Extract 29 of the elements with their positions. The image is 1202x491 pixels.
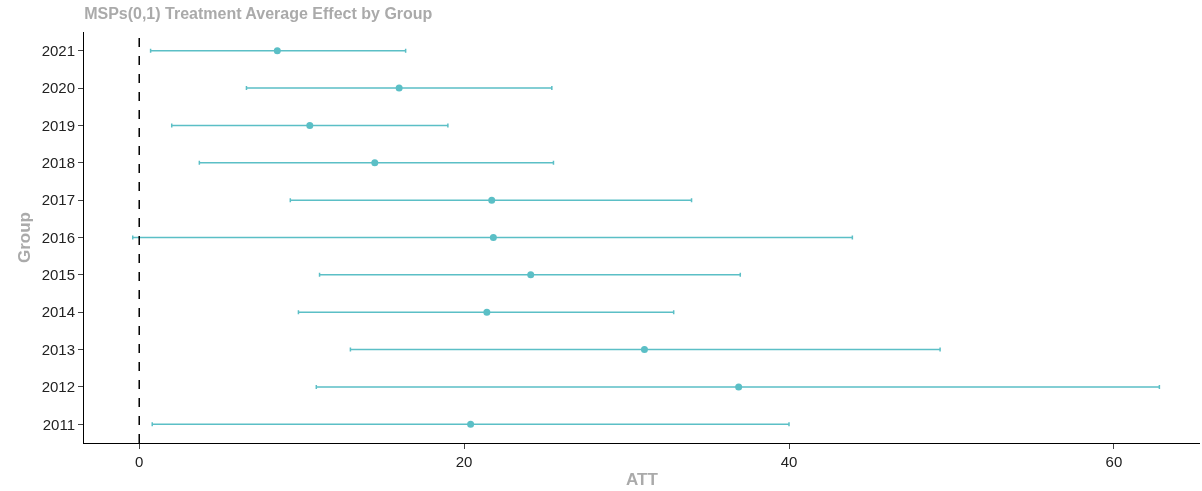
- point: [735, 383, 743, 391]
- point: [483, 308, 491, 316]
- y-tick-label: 2021: [41, 41, 75, 59]
- point: [467, 420, 475, 428]
- point: [273, 47, 281, 55]
- x-tick-label: 20: [455, 453, 473, 470]
- y-tick-label: 2014: [41, 303, 75, 321]
- y-tick-label: 2012: [41, 378, 75, 396]
- point: [527, 271, 535, 279]
- y-tick-label: 2011: [42, 415, 75, 433]
- point: [395, 84, 403, 92]
- y-tick-label: 2016: [41, 228, 75, 246]
- x-tick-label: 60: [1105, 453, 1123, 470]
- y-tick-label: 2015: [41, 266, 75, 284]
- x-tick-label: 40: [780, 453, 798, 470]
- point: [371, 159, 379, 167]
- x-tick-label: 0: [135, 453, 144, 470]
- y-tick-label: 2019: [41, 116, 75, 134]
- x-axis-title: ATT: [626, 470, 659, 490]
- point: [489, 234, 497, 241]
- y-tick-label: 2018: [41, 154, 75, 172]
- point: [306, 121, 314, 129]
- y-tick-label: 2017: [41, 191, 75, 209]
- chart-title: MSPs(0,1) Treatment Average Effect by Group: [84, 4, 433, 22]
- y-tick-label: 2020: [41, 79, 75, 97]
- point: [640, 346, 648, 354]
- point: [488, 196, 496, 204]
- y-tick-label: 2013: [41, 340, 75, 358]
- y-axis-title: Group: [15, 212, 35, 263]
